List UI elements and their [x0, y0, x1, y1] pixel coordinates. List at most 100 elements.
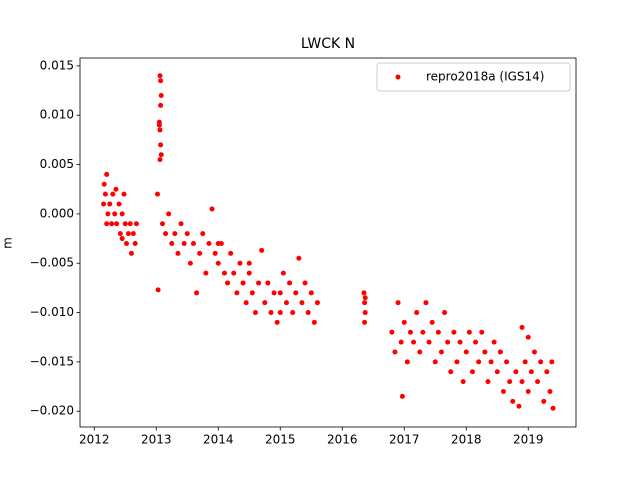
point [283, 300, 289, 306]
point [277, 290, 283, 296]
point [457, 339, 463, 345]
point [445, 339, 451, 345]
x-tick-label: 2012 [79, 433, 110, 447]
point [401, 319, 407, 325]
point [504, 359, 510, 365]
y-tick-label: 0.000 [40, 206, 74, 220]
point [157, 127, 163, 133]
y-tick-label: 0.015 [40, 58, 74, 72]
point [500, 388, 506, 394]
point [158, 92, 164, 98]
point [209, 206, 215, 212]
point [399, 393, 405, 399]
point [460, 379, 466, 385]
point [197, 250, 203, 256]
point [125, 231, 131, 237]
point [200, 231, 206, 237]
point [109, 221, 115, 227]
point [113, 186, 119, 192]
point [485, 379, 491, 385]
point [544, 369, 550, 375]
point [104, 171, 110, 177]
point [362, 310, 368, 316]
point [221, 270, 227, 276]
point [105, 211, 111, 217]
y-tick-label: −0.005 [30, 256, 74, 270]
point [130, 231, 136, 237]
point [293, 290, 299, 296]
point [246, 270, 252, 276]
point [448, 369, 454, 375]
point [155, 191, 160, 197]
point [156, 119, 162, 125]
x-tick-label: 2013 [141, 433, 172, 447]
point [417, 349, 423, 355]
point [314, 300, 320, 306]
point [507, 379, 513, 385]
point [249, 290, 255, 296]
point [476, 359, 482, 365]
point [435, 329, 441, 335]
point [429, 319, 435, 325]
point [395, 300, 401, 306]
point [488, 359, 494, 365]
point [519, 324, 525, 330]
point [528, 369, 534, 375]
point [163, 231, 169, 237]
point [127, 221, 133, 227]
point [240, 280, 246, 286]
point [133, 221, 139, 227]
point [525, 334, 531, 340]
point [411, 339, 417, 345]
point [311, 319, 317, 325]
point [525, 388, 531, 394]
point [362, 295, 368, 301]
point [516, 403, 522, 409]
point [172, 231, 178, 237]
point [225, 280, 231, 286]
point [469, 369, 475, 375]
point [510, 398, 516, 404]
point [491, 339, 497, 345]
point [262, 300, 268, 306]
x-tick-label: 2016 [327, 433, 358, 447]
point [547, 388, 553, 394]
point [124, 240, 129, 246]
point [361, 290, 367, 296]
point [157, 73, 163, 79]
point [531, 349, 537, 355]
point [432, 359, 438, 365]
point [426, 339, 432, 345]
point [169, 240, 175, 246]
point [256, 280, 262, 286]
point [308, 290, 314, 296]
point [522, 359, 528, 365]
point [128, 250, 134, 256]
point [513, 369, 519, 375]
point [178, 221, 184, 227]
point [132, 240, 138, 246]
point [280, 270, 286, 276]
point [194, 290, 200, 296]
x-tick-label: 2017 [389, 433, 420, 447]
x-tick-label: 2018 [451, 433, 482, 447]
point [442, 310, 448, 316]
x-tick-label: 2019 [513, 433, 544, 447]
point [166, 211, 172, 217]
chart-title: LWCK N [301, 36, 355, 52]
point [155, 287, 161, 293]
point [274, 319, 280, 325]
point [117, 231, 123, 237]
point [277, 310, 283, 316]
point [287, 280, 293, 286]
point [420, 329, 426, 335]
point [535, 379, 541, 385]
point [102, 191, 108, 197]
point [296, 255, 302, 261]
y-tick-label: 0.010 [40, 108, 74, 122]
point [101, 201, 107, 207]
point [101, 181, 107, 187]
point [122, 221, 128, 227]
point [362, 300, 368, 306]
